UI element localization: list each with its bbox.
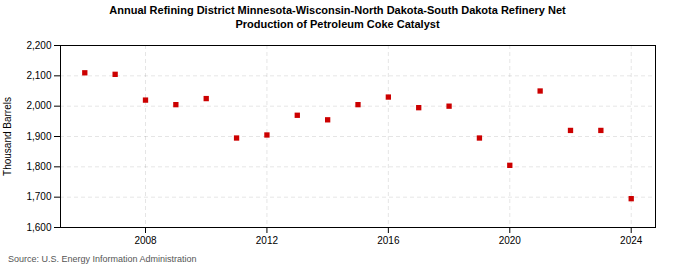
svg-text:1,800: 1,800 xyxy=(26,161,51,172)
svg-text:2,000: 2,000 xyxy=(26,100,51,111)
svg-text:Thousand Barrels: Thousand Barrels xyxy=(2,97,13,176)
svg-text:1,600: 1,600 xyxy=(26,222,51,233)
svg-text:2020: 2020 xyxy=(499,235,522,246)
svg-text:2008: 2008 xyxy=(134,235,157,246)
html-text:Annual Refining District Minne: Annual Refining District Minnesota-Wisco… xyxy=(109,4,566,30)
svg-text:2024: 2024 xyxy=(620,235,643,246)
svg-text:2016: 2016 xyxy=(377,235,400,246)
svg-text:2,100: 2,100 xyxy=(26,70,51,81)
html-text:Source: U.S. Energy Informatio: Source: U.S. Energy Information Administ… xyxy=(8,254,197,264)
svg-text:2012: 2012 xyxy=(256,235,279,246)
svg-text:1,900: 1,900 xyxy=(26,131,51,142)
svg-text:2,200: 2,200 xyxy=(26,40,51,51)
svg-text:1,700: 1,700 xyxy=(26,191,51,202)
